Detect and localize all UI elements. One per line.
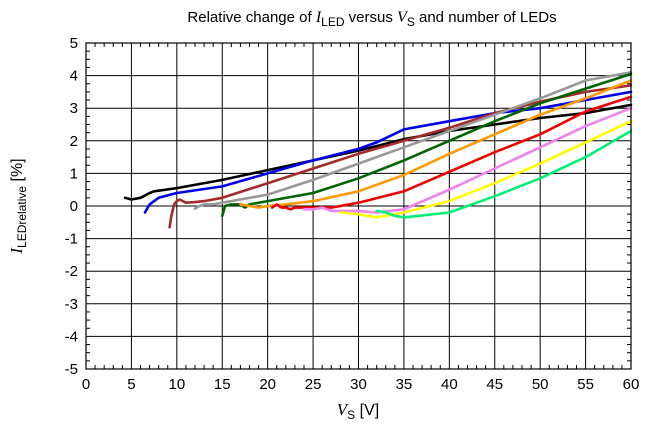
- x-tick-label: 20: [259, 376, 276, 393]
- y-tick-label: 5: [70, 35, 78, 52]
- series-line-9: [339, 119, 633, 219]
- x-tick-label: 35: [396, 376, 413, 393]
- y-axis-label: ILEDrelative [%]: [7, 158, 29, 254]
- x-tick-label: 60: [623, 376, 640, 393]
- y-tick-label: 0: [70, 198, 78, 215]
- x-tick-label: 10: [168, 376, 185, 393]
- x-tick-labels: 0 5 10 15 20 25 30 35 40 45 50 55 60: [82, 376, 640, 393]
- y-tick-labels: 5 4 3 2 1 0 -1 -2 -3 -4 -5: [65, 35, 78, 378]
- y-tick-label: -1: [65, 231, 78, 248]
- y-tick-label: -4: [65, 328, 78, 345]
- x-tick-label: 55: [577, 376, 594, 393]
- series-group: [123, 71, 633, 229]
- x-tick-label: 25: [305, 376, 322, 393]
- x-tick-label: 30: [350, 376, 367, 393]
- y-tick-label: 2: [70, 133, 78, 150]
- x-tick-label: 15: [214, 376, 231, 393]
- y-tick-label: -3: [65, 296, 78, 313]
- series-line-1: [123, 103, 633, 201]
- x-axis-label: VS [V]: [337, 400, 379, 422]
- series-line-8: [302, 106, 633, 214]
- y-tick-label: 4: [70, 68, 78, 85]
- series-line-5: [221, 72, 633, 218]
- x-tick-label: 40: [441, 376, 458, 393]
- y-tick-label: -2: [65, 263, 78, 280]
- series-line-6: [239, 79, 633, 209]
- y-tick-label: 1: [70, 165, 78, 182]
- chart-title: Relative change of ILED versus VS and nu…: [187, 9, 556, 29]
- grid: [86, 43, 631, 369]
- series-line-2: [143, 90, 633, 214]
- x-tick-label: 50: [532, 376, 549, 393]
- minor-ticks: [86, 43, 631, 369]
- series-line-10: [375, 129, 633, 219]
- series-line-4: [193, 71, 633, 210]
- y-tick-label: 3: [70, 100, 78, 117]
- y-tick-label: -5: [65, 361, 78, 378]
- x-tick-label: 5: [127, 376, 135, 393]
- plot-frame: [85, 42, 632, 370]
- x-tick-label: 0: [82, 376, 90, 393]
- x-tick-label: 45: [486, 376, 503, 393]
